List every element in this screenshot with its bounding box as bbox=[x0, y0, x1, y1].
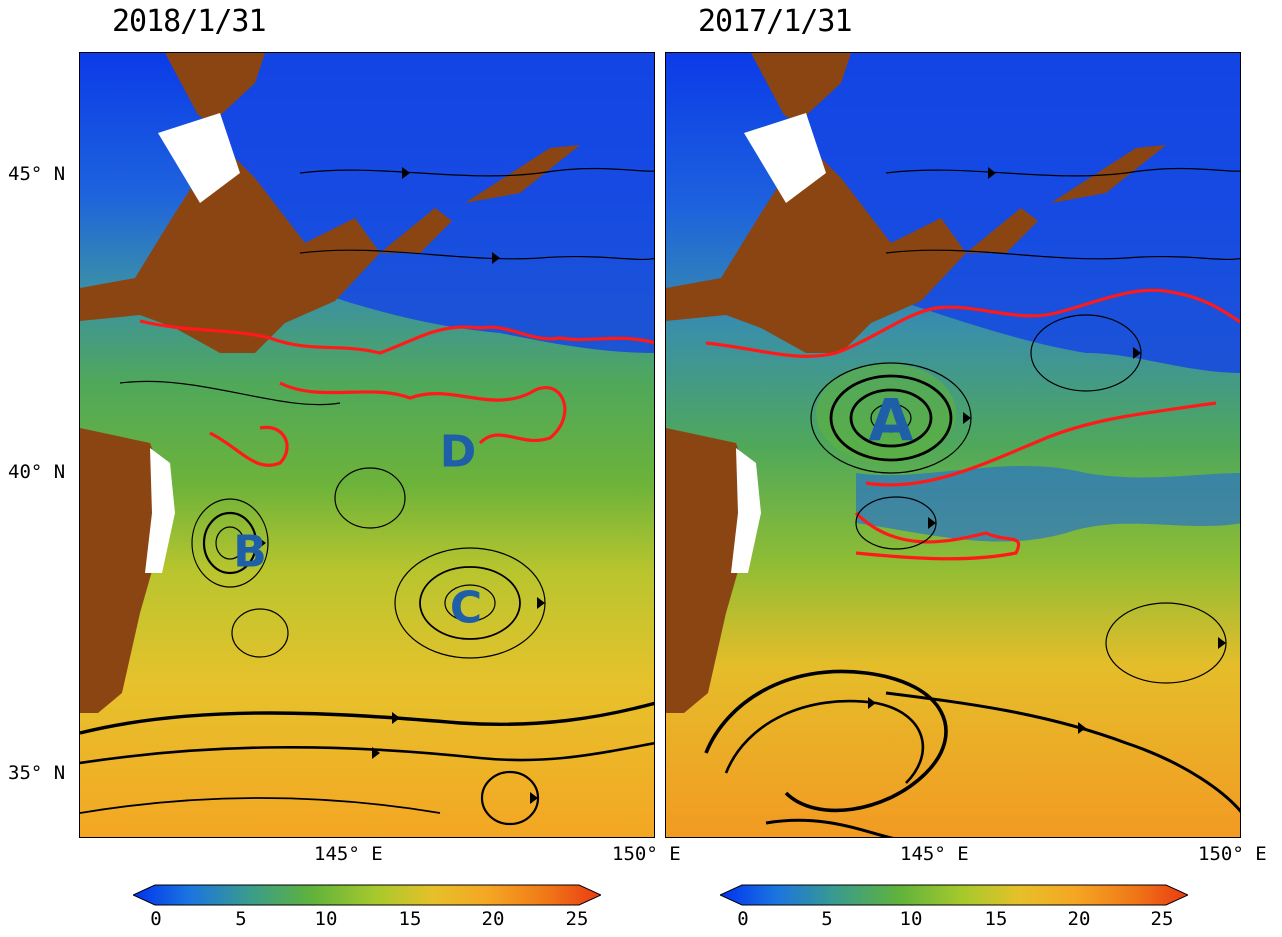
land-sakhalin bbox=[751, 53, 851, 123]
red-contour-lower bbox=[854, 511, 1021, 561]
lat-label-45n: 45° N bbox=[8, 163, 66, 185]
colorbar-left-tick: 10 bbox=[314, 908, 338, 930]
colorbar-right-tick: 20 bbox=[1067, 908, 1091, 930]
map-2017-svg bbox=[666, 53, 1240, 837]
red-contour-meander bbox=[279, 381, 567, 445]
red-contour-front bbox=[139, 319, 654, 355]
coast-mask-east-japan bbox=[145, 448, 175, 573]
flow-arrows bbox=[868, 167, 1226, 734]
colorbar-left-tick: 15 bbox=[398, 908, 422, 930]
land-honshu bbox=[80, 428, 165, 713]
colorbar-left bbox=[133, 884, 601, 906]
eddy-label-d: D bbox=[439, 426, 477, 478]
ice-coast-mask bbox=[158, 113, 240, 203]
land-kuril-1 bbox=[966, 208, 1038, 253]
colorbar-left-tick: 0 bbox=[150, 908, 162, 930]
red-contour-eddy-edge bbox=[865, 401, 1217, 487]
land-sakhalin bbox=[165, 53, 265, 123]
ice-coast-mask bbox=[744, 113, 826, 203]
lat-label-35n: 35° N bbox=[8, 762, 66, 784]
lon-label-right-150e: 150° E bbox=[1198, 843, 1267, 865]
colorbar-right-tick: 0 bbox=[737, 908, 749, 930]
lon-label-right-145e: 145° E bbox=[900, 843, 969, 865]
streamlines bbox=[80, 167, 654, 826]
red-contour-eddy bbox=[209, 425, 289, 467]
colorbar-left-tick: 5 bbox=[235, 908, 247, 930]
land-kuril-2 bbox=[465, 145, 580, 203]
colorbar-right bbox=[720, 884, 1188, 906]
map-panel-2017 bbox=[665, 52, 1241, 838]
colorbar-right-tick: 15 bbox=[984, 908, 1008, 930]
land-hokkaido bbox=[666, 143, 966, 353]
map-panel-2018 bbox=[79, 52, 655, 838]
cold-intrusion bbox=[856, 465, 1240, 542]
panel-title-2018: 2018/1/31 bbox=[112, 4, 267, 39]
eddy-label-c: C bbox=[449, 582, 483, 634]
land-kuril-2 bbox=[1051, 145, 1166, 203]
colorbar-left-tick: 20 bbox=[481, 908, 505, 930]
panel-title-2017: 2017/1/31 bbox=[698, 4, 853, 39]
coast-mask-east-japan bbox=[731, 448, 761, 573]
colorbar-right-tick: 25 bbox=[1150, 908, 1174, 930]
colorbar-right-tick: 10 bbox=[899, 908, 923, 930]
flow-arrows bbox=[258, 167, 545, 804]
colorbar-left-tick: 25 bbox=[565, 908, 589, 930]
lon-label-left-145e: 145° E bbox=[314, 843, 383, 865]
colorbar-right-tick: 5 bbox=[821, 908, 833, 930]
lat-label-40n: 40° N bbox=[8, 461, 66, 483]
land-honshu bbox=[666, 428, 751, 713]
eddy-label-a: A bbox=[868, 386, 914, 454]
eddy-label-b: B bbox=[233, 526, 267, 578]
lon-label-left-150e: 150° E bbox=[612, 843, 681, 865]
land-hokkaido bbox=[80, 143, 380, 353]
map-2018-svg bbox=[80, 53, 654, 837]
land-kuril-1 bbox=[380, 208, 452, 253]
red-contour-front bbox=[705, 288, 1240, 358]
